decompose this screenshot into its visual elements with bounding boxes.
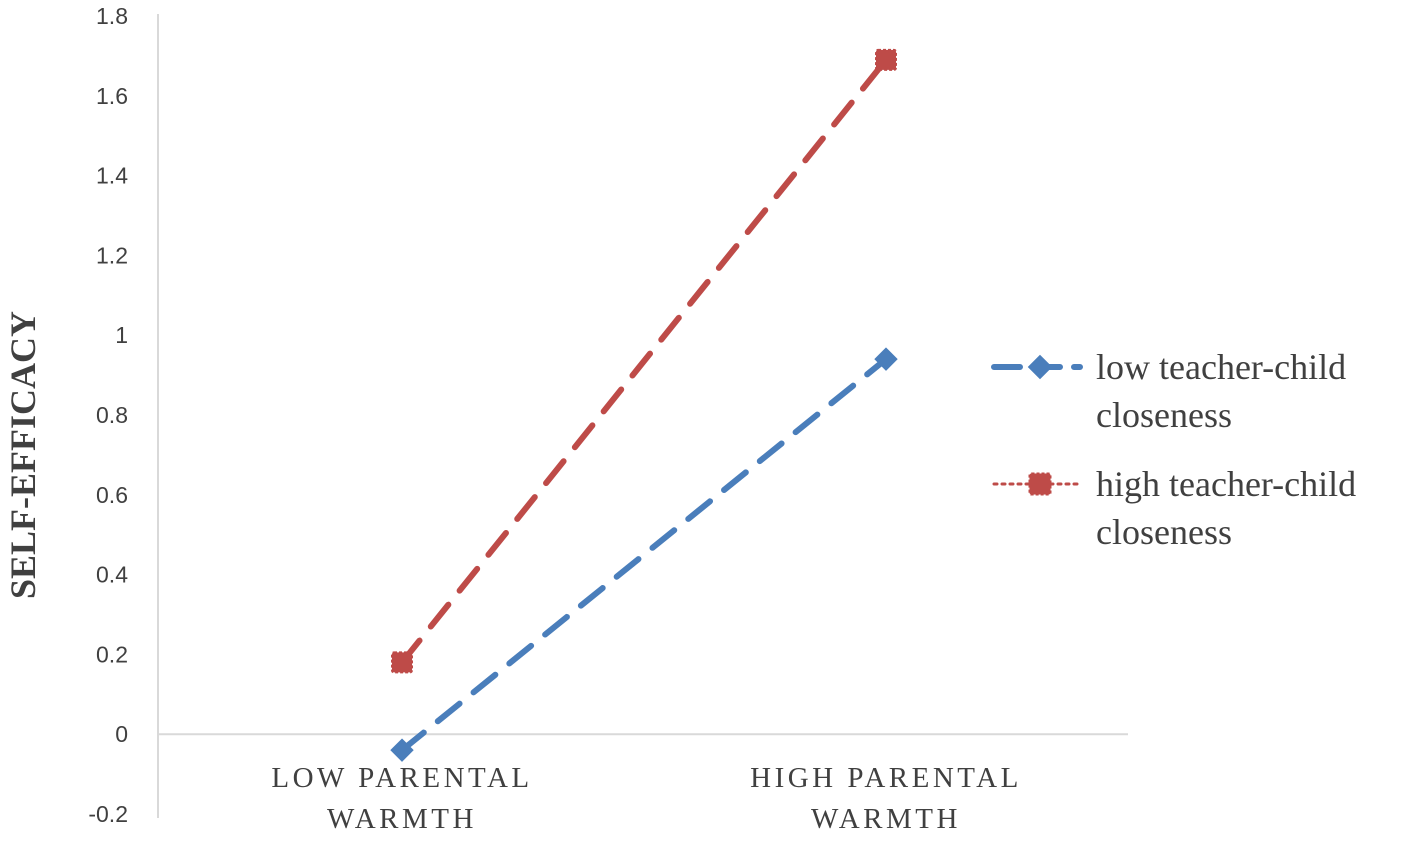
series-2 — [391, 48, 897, 674]
y-tick-label: 1.2 — [96, 242, 128, 268]
data-point — [875, 48, 897, 71]
series-line — [399, 56, 889, 666]
legend-item-1: low teacher-child closeness — [991, 347, 1346, 435]
y-tick-label: 1.4 — [96, 163, 128, 189]
y-tick-label: 0.8 — [96, 402, 128, 428]
x-tick-label: LOW PARENTAL — [271, 762, 532, 794]
y-tick-label: 0.4 — [96, 562, 128, 588]
x-tick-label: WARMTH — [811, 803, 961, 835]
x-tick-label: HIGH PARENTAL — [750, 762, 1022, 794]
legend-label: closeness — [1096, 395, 1232, 435]
y-tick-label: 0 — [115, 721, 128, 747]
y-tick-label: 1 — [115, 322, 128, 348]
series-1 — [390, 347, 898, 762]
data-point — [390, 738, 414, 762]
series-line — [399, 356, 889, 754]
x-tick-label: WARMTH — [327, 803, 477, 835]
legend-marker — [1028, 472, 1052, 496]
x-tick-labels: LOW PARENTAL WARMTH HIGH PARENTAL WARMTH — [271, 762, 1022, 835]
y-axis-title: SELF-EFFICACY — [3, 311, 43, 599]
legend-label: high teacher-child — [1096, 464, 1356, 504]
y-tick-label: 1.6 — [96, 83, 128, 109]
legend-label: low teacher-child — [1096, 347, 1346, 387]
legend-label: closeness — [1096, 512, 1232, 552]
legend-item-2: high teacher-child closeness — [992, 464, 1356, 552]
data-point — [874, 347, 898, 371]
y-tick-label: 1.8 — [96, 3, 128, 29]
series-layer — [390, 48, 898, 762]
y-tick-label: 0.2 — [96, 641, 128, 667]
legend-marker — [1027, 354, 1053, 380]
data-point — [391, 651, 413, 674]
y-tick-label: 0.6 — [96, 482, 128, 508]
y-tick-label: -0.2 — [88, 801, 128, 827]
y-tick-labels: -0.2 0 0.2 0.4 0.6 0.8 1 1.2 1.4 1.6 1.8 — [88, 3, 128, 827]
